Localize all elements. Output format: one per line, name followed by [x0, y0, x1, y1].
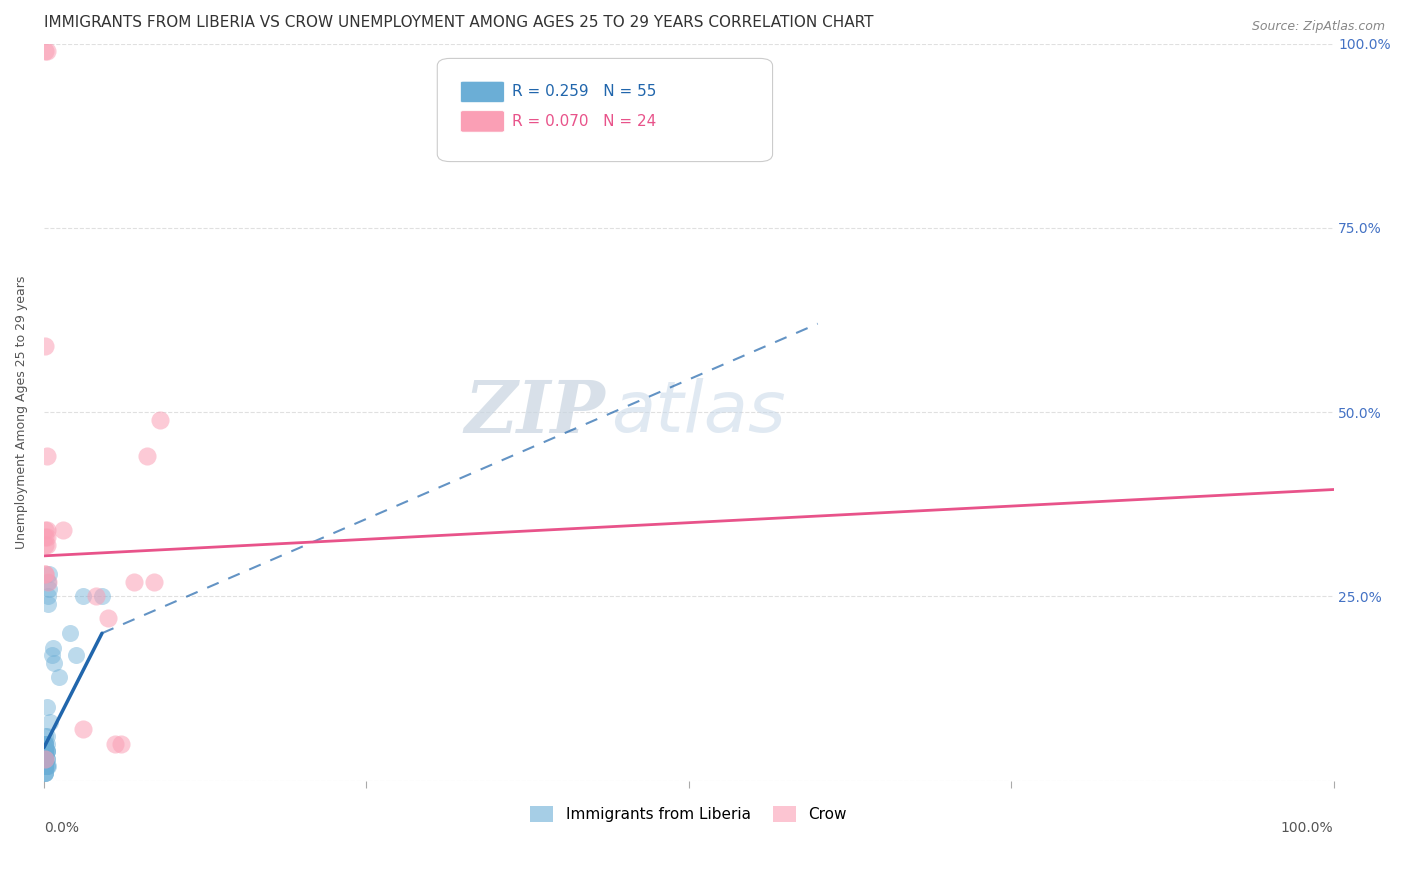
FancyBboxPatch shape — [437, 58, 772, 161]
Point — [52, 523, 75, 537]
Point — [37, 574, 59, 589]
Point — [84, 590, 107, 604]
Point — [72, 722, 94, 736]
Point — [34, 530, 56, 544]
Point — [37, 597, 59, 611]
Y-axis label: Unemployment Among Ages 25 to 29 years: Unemployment Among Ages 25 to 29 years — [15, 276, 28, 549]
Point — [34, 744, 56, 758]
Point — [44, 656, 66, 670]
Point — [34, 737, 56, 751]
Point — [34, 759, 56, 773]
Point — [34, 751, 56, 765]
Point — [41, 648, 63, 663]
Point — [34, 339, 56, 353]
Point — [35, 744, 58, 758]
Point — [34, 751, 56, 765]
Point — [35, 751, 58, 765]
Point — [42, 640, 65, 655]
Point — [39, 714, 62, 729]
Point — [34, 751, 56, 765]
Point — [35, 730, 58, 744]
Point — [34, 538, 56, 552]
Point — [35, 538, 58, 552]
Point — [34, 759, 56, 773]
Point — [34, 523, 56, 537]
Text: IMMIGRANTS FROM LIBERIA VS CROW UNEMPLOYMENT AMONG AGES 25 TO 29 YEARS CORRELATI: IMMIGRANTS FROM LIBERIA VS CROW UNEMPLOY… — [44, 15, 873, 30]
Point — [34, 737, 56, 751]
Legend: Immigrants from Liberia, Crow: Immigrants from Liberia, Crow — [524, 800, 853, 829]
Point — [34, 766, 56, 780]
Point — [59, 626, 82, 640]
Point — [34, 751, 56, 765]
Point — [34, 744, 56, 758]
Point — [34, 759, 56, 773]
Point — [91, 590, 114, 604]
Text: 0.0%: 0.0% — [44, 822, 79, 835]
Text: Source: ZipAtlas.com: Source: ZipAtlas.com — [1251, 20, 1385, 33]
Point — [34, 759, 56, 773]
Point — [35, 44, 58, 58]
Point — [34, 744, 56, 758]
Point — [34, 751, 56, 765]
Point — [38, 582, 60, 596]
Point — [34, 759, 56, 773]
Point — [136, 450, 159, 464]
Point — [34, 744, 56, 758]
Text: ZIP: ZIP — [464, 376, 605, 448]
Point — [34, 567, 56, 582]
Point — [34, 730, 56, 744]
Point — [34, 744, 56, 758]
Point — [37, 574, 59, 589]
Point — [34, 751, 56, 765]
Text: R = 0.070   N = 24: R = 0.070 N = 24 — [512, 113, 657, 128]
Text: 100.0%: 100.0% — [1281, 822, 1333, 835]
Point — [35, 737, 58, 751]
Point — [34, 567, 56, 582]
FancyBboxPatch shape — [461, 111, 505, 132]
Point — [35, 523, 58, 537]
Point — [34, 737, 56, 751]
Point — [48, 670, 70, 684]
Point — [97, 611, 120, 625]
Point — [35, 744, 58, 758]
Text: atlas: atlas — [612, 377, 786, 447]
Point — [34, 744, 56, 758]
Point — [34, 737, 56, 751]
Point — [34, 751, 56, 765]
Point — [142, 574, 165, 589]
Point — [65, 648, 87, 663]
Point — [34, 759, 56, 773]
Point — [72, 590, 94, 604]
Point — [122, 574, 145, 589]
Point — [149, 412, 172, 426]
Point — [110, 737, 132, 751]
Point — [35, 744, 58, 758]
Point — [35, 759, 58, 773]
FancyBboxPatch shape — [461, 81, 505, 103]
Point — [34, 751, 56, 765]
Point — [34, 751, 56, 765]
Point — [35, 751, 58, 765]
Point — [34, 766, 56, 780]
Point — [34, 766, 56, 780]
Point — [35, 700, 58, 714]
Point — [35, 530, 58, 544]
Point — [35, 759, 58, 773]
Point — [34, 759, 56, 773]
Point — [37, 590, 59, 604]
Text: R = 0.259   N = 55: R = 0.259 N = 55 — [512, 84, 657, 99]
Point — [104, 737, 127, 751]
Point — [37, 759, 59, 773]
Point — [34, 759, 56, 773]
Point — [38, 567, 60, 582]
Point — [34, 44, 56, 58]
Point — [35, 450, 58, 464]
